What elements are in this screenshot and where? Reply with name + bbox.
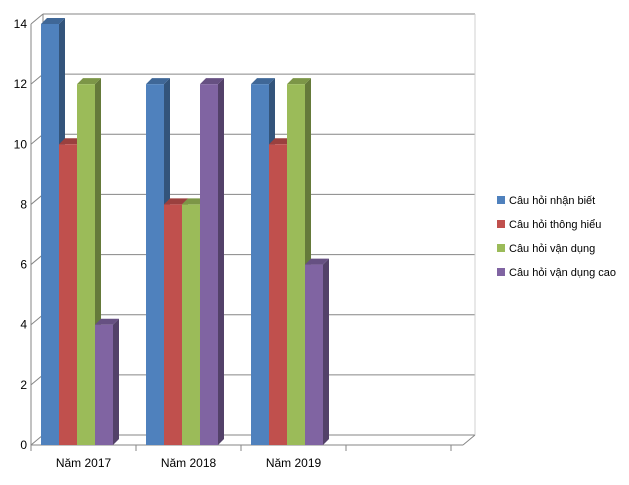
legend-swatch (497, 196, 505, 204)
bar-side (323, 258, 329, 445)
bar (164, 204, 182, 445)
bar (200, 84, 218, 446)
bar (305, 264, 323, 445)
x-tick-label: Năm 2017 (56, 456, 112, 470)
bar (182, 204, 200, 445)
x-tick-label: Năm 2018 (161, 456, 217, 470)
bar (41, 24, 59, 445)
y-tick-label: 4 (20, 318, 27, 332)
bar (251, 84, 269, 446)
y-tick-label: 2 (20, 378, 27, 392)
bar-side (113, 318, 119, 445)
bar-top (305, 258, 329, 265)
bar-top (251, 78, 275, 85)
x-tick-label: Năm 2019 (266, 456, 322, 470)
gridline-side (30, 13, 44, 25)
legend-swatch (497, 220, 505, 228)
bar (269, 144, 287, 446)
legend-swatch (497, 244, 505, 252)
bar (95, 324, 113, 445)
y-tick-label: 12 (14, 77, 28, 91)
floor-edge (462, 434, 476, 446)
bar-top (77, 78, 101, 85)
bar-top (287, 78, 311, 85)
bar-side (218, 78, 224, 446)
legend-label: Câu hỏi vận dụng (509, 243, 595, 255)
y-tick-label: 0 (20, 438, 27, 452)
bar-top (200, 78, 224, 85)
bar (287, 84, 305, 446)
y-tick-label: 14 (14, 17, 28, 31)
bar (146, 84, 164, 446)
bar-top (146, 78, 170, 85)
legend-label: Câu hỏi vận dụng cao (509, 267, 616, 279)
legend-swatch (497, 268, 505, 276)
y-tick-label: 10 (14, 137, 28, 151)
bar-top (164, 198, 188, 205)
bar-top (95, 318, 119, 325)
bar-top (41, 18, 65, 24)
y-tick-label: 8 (20, 197, 27, 211)
legend-label: Câu hỏi nhận biết (509, 195, 595, 207)
bar (59, 144, 77, 446)
legend-label: Câu hỏi thông hiểu (509, 219, 601, 231)
y-tick-label: 6 (20, 258, 27, 272)
bar (77, 84, 95, 446)
